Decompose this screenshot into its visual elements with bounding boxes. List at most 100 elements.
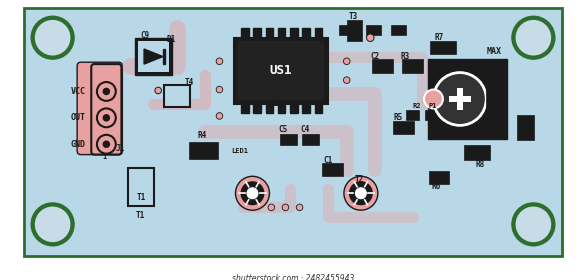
- Bar: [189, 142, 217, 159]
- Circle shape: [246, 187, 259, 200]
- Text: R7: R7: [434, 33, 444, 42]
- Bar: [431, 63, 503, 135]
- Bar: [138, 41, 169, 72]
- Text: R4: R4: [198, 131, 207, 140]
- Circle shape: [103, 114, 110, 122]
- Bar: [241, 104, 248, 113]
- Circle shape: [32, 204, 73, 245]
- Bar: [253, 104, 261, 113]
- Circle shape: [216, 86, 223, 93]
- Bar: [339, 25, 355, 35]
- Circle shape: [515, 19, 552, 57]
- Circle shape: [236, 176, 270, 210]
- Text: GND: GND: [70, 140, 86, 149]
- Circle shape: [343, 58, 350, 65]
- Bar: [265, 28, 273, 38]
- Bar: [128, 168, 155, 206]
- Text: R5: R5: [394, 113, 403, 122]
- Bar: [164, 85, 190, 108]
- Polygon shape: [144, 49, 163, 64]
- Bar: [406, 110, 420, 120]
- Circle shape: [515, 206, 552, 243]
- Text: US1: US1: [270, 64, 292, 77]
- Bar: [403, 59, 423, 73]
- Text: P1: P1: [429, 102, 437, 109]
- Text: T1: T1: [137, 193, 146, 202]
- Circle shape: [355, 187, 367, 200]
- Text: C9: C9: [140, 31, 149, 40]
- Circle shape: [424, 90, 443, 108]
- Bar: [290, 28, 298, 38]
- Bar: [448, 96, 471, 102]
- Text: R6: R6: [431, 182, 441, 191]
- Bar: [234, 38, 328, 104]
- Text: T1: T1: [135, 211, 145, 220]
- Circle shape: [343, 77, 350, 83]
- Circle shape: [34, 19, 71, 57]
- Text: C3: C3: [519, 132, 529, 141]
- Text: R3: R3: [400, 52, 410, 61]
- Text: C4: C4: [301, 125, 310, 134]
- Bar: [486, 65, 505, 133]
- Text: R1: R1: [270, 99, 279, 108]
- Bar: [302, 28, 310, 38]
- Text: C5: C5: [279, 125, 288, 134]
- Bar: [253, 28, 261, 38]
- Bar: [290, 104, 298, 113]
- Text: shutterstock.com · 2482455943: shutterstock.com · 2482455943: [232, 274, 354, 280]
- Text: T3: T3: [349, 13, 358, 22]
- Text: R8: R8: [476, 160, 485, 169]
- Circle shape: [97, 135, 116, 154]
- Bar: [163, 49, 165, 64]
- Circle shape: [282, 204, 289, 211]
- Bar: [391, 25, 406, 35]
- Bar: [237, 41, 324, 100]
- Text: 1: 1: [103, 155, 107, 160]
- Text: T4: T4: [185, 78, 194, 87]
- Bar: [347, 20, 362, 41]
- Circle shape: [32, 17, 73, 59]
- Text: T2: T2: [355, 175, 363, 184]
- Circle shape: [513, 17, 554, 59]
- Text: D1: D1: [166, 35, 176, 44]
- Circle shape: [513, 204, 554, 245]
- Text: VCC: VCC: [70, 87, 86, 96]
- Bar: [457, 88, 463, 110]
- Bar: [241, 28, 248, 38]
- Bar: [430, 41, 456, 54]
- Bar: [302, 134, 319, 145]
- Bar: [135, 38, 172, 75]
- Circle shape: [103, 88, 110, 95]
- Bar: [315, 28, 322, 38]
- Text: C2: C2: [370, 52, 380, 61]
- Bar: [428, 59, 507, 139]
- Circle shape: [97, 108, 116, 127]
- Bar: [366, 25, 381, 35]
- Circle shape: [268, 204, 275, 211]
- Text: MAX: MAX: [486, 47, 501, 56]
- Bar: [315, 104, 322, 113]
- Bar: [429, 171, 449, 184]
- Circle shape: [216, 58, 223, 65]
- Bar: [393, 121, 414, 134]
- Circle shape: [155, 87, 162, 94]
- Circle shape: [216, 113, 223, 119]
- Bar: [265, 104, 273, 113]
- Circle shape: [97, 82, 116, 101]
- Text: OUT: OUT: [70, 113, 86, 122]
- Circle shape: [434, 73, 486, 125]
- Circle shape: [344, 176, 378, 210]
- Bar: [464, 145, 490, 160]
- Bar: [278, 104, 285, 113]
- Bar: [278, 28, 285, 38]
- Circle shape: [434, 78, 495, 139]
- Bar: [322, 163, 343, 176]
- Circle shape: [350, 182, 372, 205]
- Circle shape: [297, 204, 303, 211]
- Bar: [280, 134, 297, 145]
- Circle shape: [34, 206, 71, 243]
- Text: R2: R2: [413, 102, 421, 109]
- Bar: [372, 59, 393, 73]
- Bar: [425, 110, 438, 120]
- Circle shape: [241, 182, 264, 205]
